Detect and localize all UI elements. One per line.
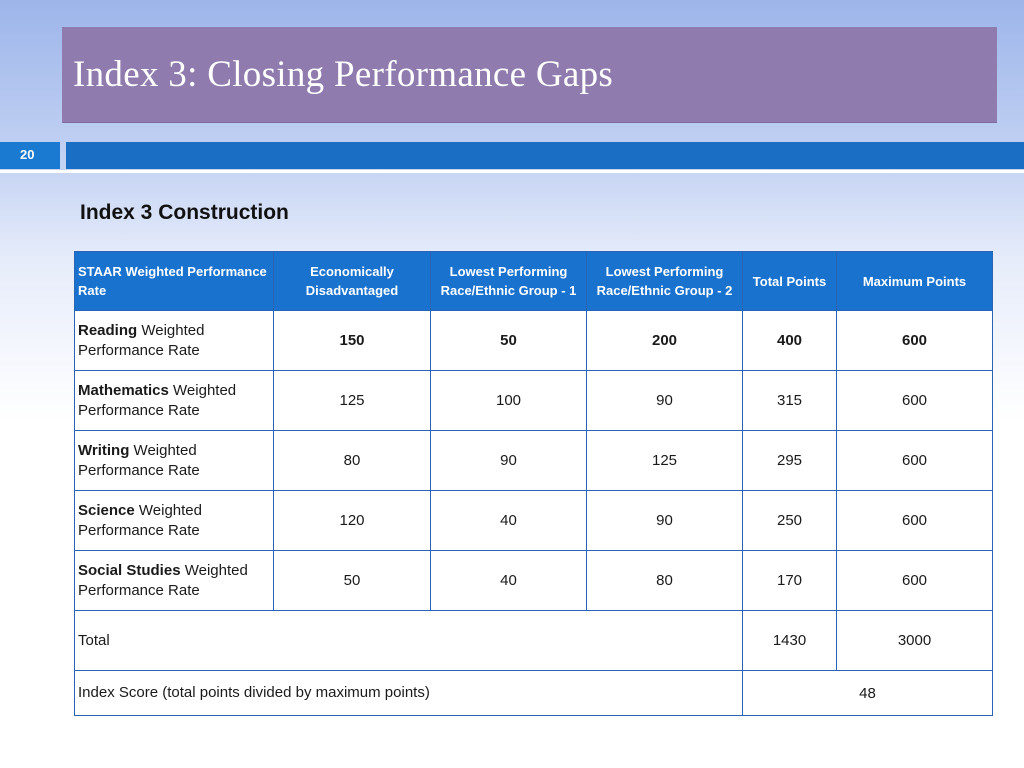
header-staar-rate: STAAR Weighted Performance Rate <box>74 251 274 311</box>
cell-total: 315 <box>742 370 837 431</box>
row-label: Reading Weighted Performance Rate <box>74 310 274 371</box>
subject-suffix: Weighted Performance Rate <box>78 501 202 539</box>
table-row: Social Studies Weighted Performance Rate… <box>74 550 993 611</box>
cell-econ: 50 <box>273 550 431 611</box>
total-points-value: 1430 <box>742 610 837 671</box>
cell-group1: 100 <box>430 370 587 431</box>
cell-econ: 120 <box>273 490 431 551</box>
subject-name: Science <box>78 501 135 519</box>
cell-group1: 40 <box>430 550 587 611</box>
row-label: Social Studies Weighted Performance Rate <box>74 550 274 611</box>
total-max-value: 3000 <box>836 610 993 671</box>
cell-econ: 150 <box>273 310 431 371</box>
cell-group2: 90 <box>586 370 743 431</box>
cell-max: 600 <box>836 310 993 371</box>
slide-number-badge: 20 <box>0 142 60 169</box>
row-label: Mathematics Weighted Performance Rate <box>74 370 274 431</box>
accent-bar <box>66 142 1024 169</box>
index-table: STAAR Weighted Performance Rate Economic… <box>74 251 993 716</box>
cell-group2: 80 <box>586 550 743 611</box>
index-score-label: Index Score (total points divided by max… <box>74 670 743 716</box>
index-score-row: Index Score (total points divided by max… <box>74 670 993 716</box>
row-label: Writing Weighted Performance Rate <box>74 430 274 491</box>
cell-group2: 200 <box>586 310 743 371</box>
subject-suffix: Weighted Performance Rate <box>78 561 248 599</box>
table-row: Science Weighted Performance Rate 120 40… <box>74 490 993 551</box>
header-lowest-group-2: Lowest Performing Race/Ethnic Group - 2 <box>586 251 743 311</box>
cell-group1: 40 <box>430 490 587 551</box>
total-row: Total 1430 3000 <box>74 610 993 671</box>
subject-name: Social Studies <box>78 561 181 579</box>
cell-max: 600 <box>836 550 993 611</box>
title-box: Index 3: Closing Performance Gaps <box>62 27 997 123</box>
cell-econ: 80 <box>273 430 431 491</box>
table-row: Reading Weighted Performance Rate 150 50… <box>74 310 993 371</box>
divider-rule <box>0 170 1024 173</box>
header-econ-disadvantaged: Economically Disadvantaged <box>273 251 431 311</box>
cell-max: 600 <box>836 430 993 491</box>
cell-total: 250 <box>742 490 837 551</box>
cell-econ: 125 <box>273 370 431 431</box>
cell-group2: 90 <box>586 490 743 551</box>
header-lowest-group-1: Lowest Performing Race/Ethnic Group - 1 <box>430 251 587 311</box>
cell-max: 600 <box>836 370 993 431</box>
cell-total: 295 <box>742 430 837 491</box>
slide-subtitle: Index 3 Construction <box>80 201 289 224</box>
cell-max: 600 <box>836 490 993 551</box>
cell-group1: 90 <box>430 430 587 491</box>
subject-suffix: Weighted Performance Rate <box>78 321 205 359</box>
header-maximum-points: Maximum Points <box>836 251 993 311</box>
table-row: Writing Weighted Performance Rate 80 90 … <box>74 430 993 491</box>
index-score-value: 48 <box>742 670 993 716</box>
cell-group2: 125 <box>586 430 743 491</box>
table-row: Mathematics Weighted Performance Rate 12… <box>74 370 993 431</box>
header-total-points: Total Points <box>742 251 837 311</box>
total-label: Total <box>74 610 743 671</box>
subject-name: Mathematics <box>78 381 169 399</box>
cell-group1: 50 <box>430 310 587 371</box>
slide-number: 20 <box>20 147 35 162</box>
subject-suffix: Weighted Performance Rate <box>78 441 200 479</box>
cell-total: 400 <box>742 310 837 371</box>
slide-title: Index 3: Closing Performance Gaps <box>73 54 614 95</box>
table-header-row: STAAR Weighted Performance Rate Economic… <box>74 251 993 311</box>
subject-suffix: Weighted Performance Rate <box>78 381 237 419</box>
subject-name: Writing <box>78 441 130 459</box>
cell-total: 170 <box>742 550 837 611</box>
row-label: Science Weighted Performance Rate <box>74 490 274 551</box>
subject-name: Reading <box>78 321 138 339</box>
